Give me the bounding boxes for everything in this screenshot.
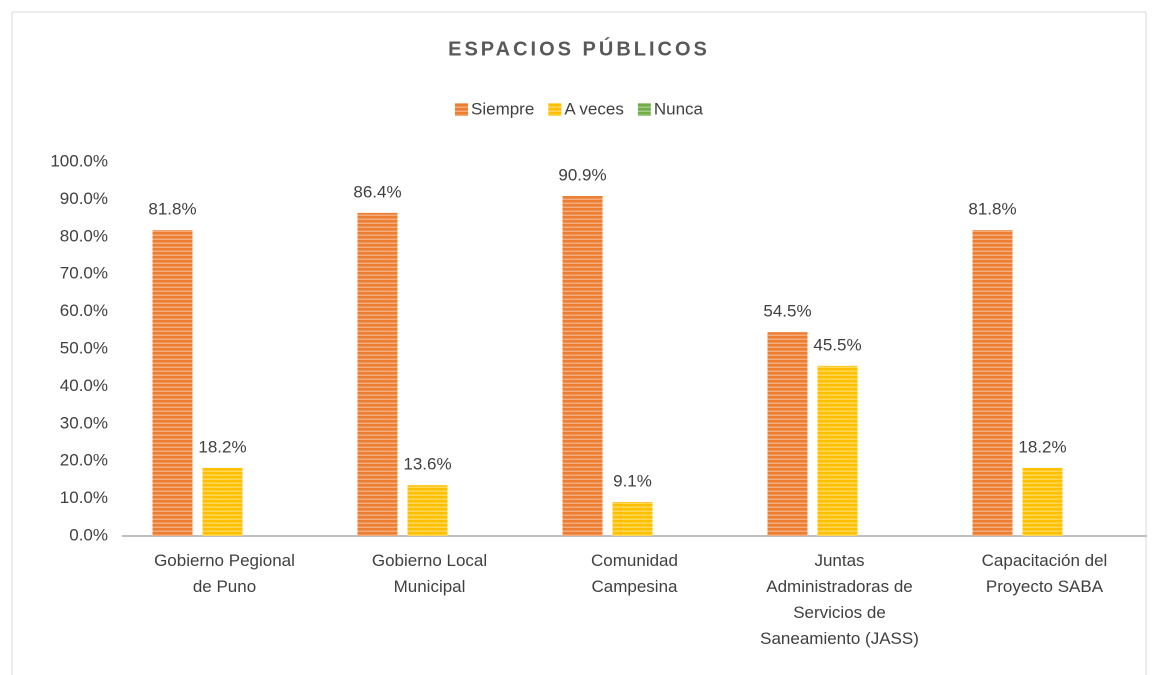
data-label: 81.8% <box>148 200 196 219</box>
y-tick-label: 50.0% <box>60 338 108 357</box>
data-label: 81.8% <box>968 200 1016 219</box>
data-label: 13.6% <box>403 455 451 474</box>
y-tick-label: 30.0% <box>60 413 108 432</box>
data-label: 9.1% <box>613 471 652 490</box>
legend-label: Nunca <box>654 99 704 118</box>
legend-label: Siempre <box>471 99 534 118</box>
bar <box>817 365 858 536</box>
legend-label: A veces <box>564 99 624 118</box>
y-tick-label: 40.0% <box>60 376 108 395</box>
y-tick-label: 10.0% <box>60 488 108 507</box>
y-tick-label: 70.0% <box>60 264 108 283</box>
data-label: 18.2% <box>198 437 246 456</box>
x-tick-label: Gobierno Local Municipal <box>371 551 488 596</box>
y-tick-label: 0.0% <box>69 525 108 544</box>
legend: Siempre A veces Nunca <box>455 99 704 118</box>
y-tick-label: 80.0% <box>60 226 108 245</box>
bar <box>562 196 603 536</box>
bar <box>972 230 1013 536</box>
data-label: 18.2% <box>1018 437 1066 456</box>
bar <box>612 501 653 536</box>
bar <box>1022 467 1063 536</box>
legend-swatch <box>455 103 468 116</box>
data-label: 45.5% <box>813 335 861 354</box>
x-tick-label: Juntas Administradoras de Servicios de S… <box>760 551 919 648</box>
legend-swatch <box>548 103 562 116</box>
x-tick-label: Capacitación del Proyecto SABA <box>981 551 1108 596</box>
bar <box>202 467 243 536</box>
data-label: 86.4% <box>353 182 401 201</box>
legend-swatch <box>637 103 651 116</box>
y-tick-label: 90.0% <box>60 189 108 208</box>
bar <box>407 485 448 536</box>
bar <box>357 212 398 536</box>
bar <box>152 230 193 536</box>
data-label: 90.9% <box>558 166 606 185</box>
y-tick-label: 20.0% <box>60 451 108 470</box>
chart-title: ESPACIOS PÚBLICOS <box>448 36 710 60</box>
x-tick-label: Comunidad Campesina <box>591 551 678 596</box>
data-label: 54.5% <box>763 302 811 321</box>
y-tick-label: 100.0% <box>50 151 108 170</box>
x-tick-label: Gobierno Pegional de Puno <box>154 551 295 596</box>
bar <box>767 332 808 536</box>
y-tick-label: 60.0% <box>60 301 108 320</box>
